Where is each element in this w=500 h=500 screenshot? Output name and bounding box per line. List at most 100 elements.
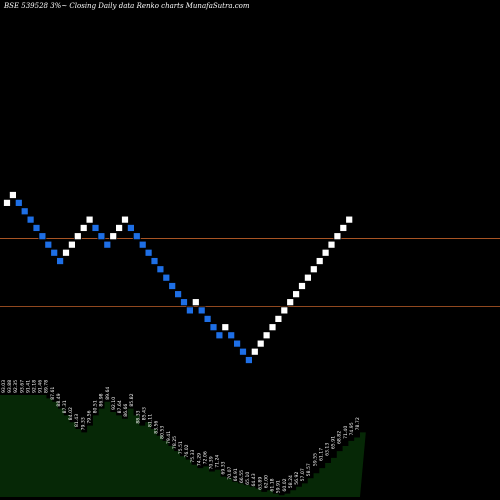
price-label-6: 92.18 — [32, 380, 38, 393]
renko-brick-49 — [286, 298, 295, 307]
price-label-46: 59.91 — [276, 480, 282, 493]
price-label-8: 89.78 — [44, 380, 50, 393]
renko-brick-36 — [209, 323, 218, 332]
price-label-10: 88.49 — [56, 393, 62, 406]
price-label-37: 69.33 — [221, 461, 227, 474]
price-label-38: 70.07 — [227, 466, 233, 479]
price-label-15: 79.56 — [86, 410, 92, 423]
price-label-42: 64.43 — [251, 473, 257, 486]
renko-brick-43 — [250, 347, 259, 356]
renko-brick-16 — [91, 224, 100, 232]
renko-brick-35 — [203, 314, 212, 323]
renko-brick-42 — [244, 356, 253, 364]
renko-brick-18 — [103, 240, 112, 249]
price-label-24: 85.43 — [141, 407, 147, 420]
renko-brick-3 — [14, 198, 23, 207]
renko-brick-15 — [85, 215, 94, 224]
renko-brick-44 — [256, 339, 265, 348]
price-label-18: 89.64 — [105, 387, 111, 400]
price-label-47: 60.02 — [282, 478, 288, 491]
price-label-27: 80.53 — [160, 426, 166, 439]
price-label-28: 79.41 — [166, 431, 172, 444]
price-label-30: 75.51 — [178, 441, 184, 454]
renko-brick-11 — [62, 248, 70, 257]
price-label-57: 71.40 — [343, 426, 349, 439]
renko-brick-32 — [185, 306, 194, 315]
price-label-52: 59.55 — [312, 453, 318, 466]
price-label-58: 74.95 — [349, 422, 355, 435]
renko-brick-27 — [156, 265, 165, 274]
price-label-23: 88.33 — [135, 410, 141, 423]
price-label-35: 70.39 — [209, 456, 215, 469]
price-label-59: 78.72 — [355, 417, 361, 430]
renko-brick-30 — [174, 290, 183, 299]
price-label-41: 65.10 — [245, 472, 251, 485]
renko-brick-22 — [127, 224, 135, 232]
renko-brick-41 — [239, 347, 247, 356]
renko-brick-56 — [327, 240, 336, 249]
renko-brick-47 — [274, 314, 283, 323]
renko-brick-46 — [268, 323, 277, 332]
price-label-54: 63.13 — [324, 443, 330, 456]
price-label-51: 58.57 — [306, 463, 312, 476]
renko-brick-51 — [298, 282, 306, 290]
price-label-40: 66.55 — [239, 470, 245, 483]
renko-brick-20 — [115, 224, 123, 232]
price-label-43: 63.89 — [257, 477, 263, 490]
renko-brick-10 — [56, 257, 64, 265]
price-label-33: 74.29 — [196, 453, 202, 466]
renko-brick-25 — [144, 248, 153, 257]
price-label-50: 57.07 — [300, 468, 306, 481]
renko-brick-57 — [333, 232, 342, 241]
price-label-56: 68.82 — [337, 431, 343, 444]
renko-brick-40 — [233, 339, 242, 348]
renko-brick-13 — [73, 232, 82, 241]
price-label-55: 65.91 — [331, 436, 337, 449]
price-label-2: 93.88 — [7, 380, 13, 393]
volume-area — [0, 395, 366, 497]
renko-brick-24 — [138, 240, 147, 249]
renko-brick-29 — [168, 282, 177, 290]
renko-brick-34 — [197, 306, 206, 315]
price-label-5: 91.41 — [25, 380, 31, 393]
renko-brick-2 — [8, 191, 17, 199]
reference-lines — [0, 238, 500, 307]
price-label-34: 72.06 — [202, 451, 208, 464]
price-label-53: 61.17 — [318, 448, 324, 461]
renko-brick-4 — [20, 207, 29, 216]
renko-brick-31 — [180, 298, 188, 307]
renko-bricks — [3, 191, 354, 364]
price-label-12: 84.02 — [68, 407, 74, 420]
volume-area-fill — [0, 395, 366, 497]
renko-brick-28 — [162, 273, 171, 282]
price-label-44: 62.00 — [263, 475, 269, 488]
renko-brick-5 — [26, 215, 35, 224]
price-labels: 93.03 93.88 92.35 93.67 91.41 92.18 91.46 89.78… — [1, 380, 361, 494]
price-label-19: 92.10 — [111, 397, 117, 410]
price-label-21: 86.66 — [123, 404, 129, 417]
renko-brick-37 — [215, 331, 224, 340]
renko-brick-17 — [97, 232, 106, 241]
price-label-25: 81.11 — [147, 414, 153, 427]
renko-brick-12 — [68, 240, 76, 249]
renko-brick-45 — [262, 331, 271, 340]
price-label-3: 92.35 — [13, 380, 19, 393]
renko-brick-54 — [315, 257, 324, 265]
price-label-16: 80.51 — [93, 400, 99, 413]
renko-brick-26 — [150, 257, 159, 265]
renko-brick-6 — [32, 224, 41, 232]
renko-brick-59 — [345, 215, 354, 224]
renko-brick-55 — [321, 248, 330, 257]
chart-title: BSE 539528 3%~ Closing Daily data Renko … — [3, 2, 250, 10]
renko-brick-52 — [303, 273, 312, 282]
renko-brick-23 — [132, 232, 141, 241]
price-label-22: 85.82 — [129, 393, 135, 406]
price-label-36: 71.24 — [215, 455, 221, 468]
price-label-48: 58.24 — [288, 475, 294, 488]
price-label-31: 76.02 — [184, 444, 190, 457]
renko-brick-8 — [44, 240, 53, 249]
renko-brick-21 — [121, 215, 129, 224]
price-label-7: 91.46 — [38, 380, 44, 393]
